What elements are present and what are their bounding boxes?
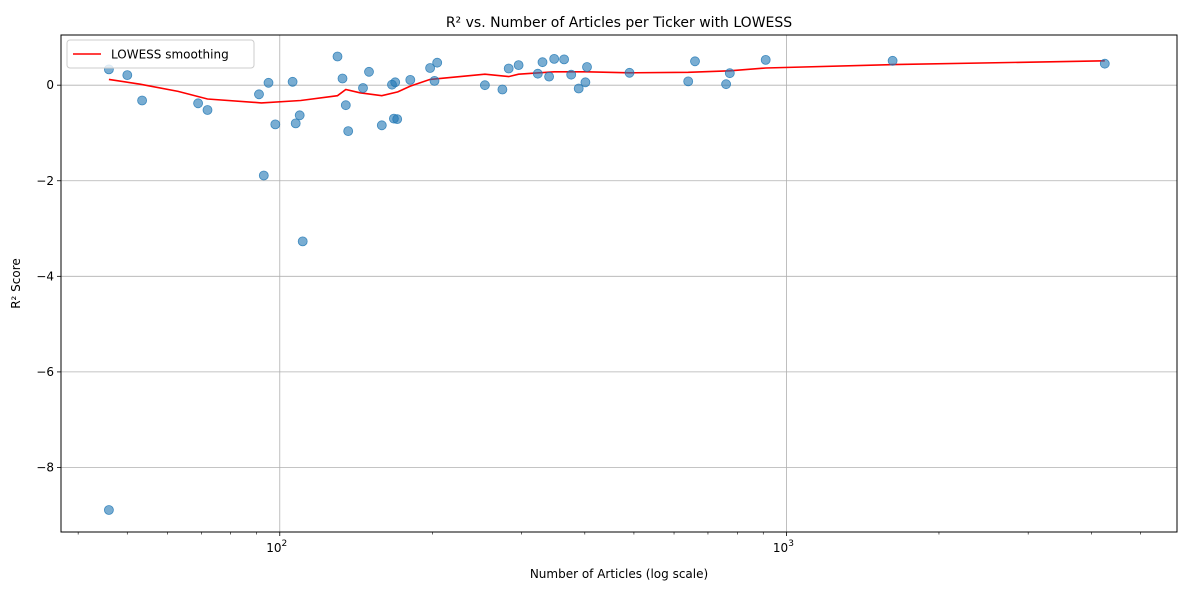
scatter-point [624,67,635,78]
y-tick-label: −6 [36,365,54,379]
scatter-point [122,70,133,80]
scatter-point [137,95,148,106]
scatter-layer [104,51,1110,515]
grid-lines [61,35,1177,532]
chart-title: R² vs. Number of Articles per Ticker wit… [446,15,792,31]
scatter-point [332,51,343,62]
scatter-point [364,66,374,77]
scatter-point [566,69,577,80]
y-tick-label: −4 [36,269,54,283]
scatter-point [429,76,440,86]
scatter-point [513,60,524,70]
scatter-point [263,77,274,88]
scatter-point [580,77,591,88]
scatter-point [1099,58,1110,69]
scatter-point [425,63,436,73]
scatter-point [432,57,443,68]
y-tick-label: 0 [46,78,54,92]
x-tick-label: 103 [773,539,794,555]
legend-box [66,39,255,69]
legend-entry-lowess: LOWESS smoothing [111,48,229,62]
scatter-point [104,505,114,515]
legend: LOWESS smoothing [66,39,255,69]
scatter-point [582,62,592,72]
scatter-point [497,84,508,95]
scatter-point [297,236,308,247]
x-axis: 102 103 [77,532,1141,555]
scatter-point [573,83,584,94]
scatter-point [343,126,354,137]
scatter-point [479,80,490,91]
scatter-point [392,114,403,124]
x-tick-label: 102 [266,539,287,555]
scatter-point [724,68,735,79]
y-axis-label: R² Score [9,258,23,309]
scatter-point [544,71,554,82]
scatter-point [559,54,569,65]
scatter-point [337,73,348,84]
scatter-point [358,83,368,93]
scatter-point [683,76,694,87]
x-axis-label: Number of Articles (log scale) [530,567,708,581]
scatter-point [258,170,269,181]
scatter-point [390,77,401,88]
scatter-point [549,54,560,64]
scatter-point [532,68,543,79]
scatter-point [340,100,351,111]
scatter-point [405,75,416,85]
scatter-point [690,56,700,67]
plot-frame [60,34,1178,533]
scatter-point [202,105,213,115]
scatter-point [760,55,771,65]
scatter-point [287,76,298,87]
y-axis: 0 −2 −4 −6 −8 [36,78,61,474]
lowess-layer [108,60,1105,104]
scatter-point [503,63,514,74]
y-tick-label: −8 [36,460,54,474]
scatter-point [537,57,548,68]
scatter-point [294,110,305,121]
scatter-point [376,120,387,131]
scatter-point [270,119,281,130]
scatter-point [193,98,204,109]
lowess-line [108,60,1105,104]
scatter-point [721,79,731,90]
scatter-point [887,55,898,66]
y-tick-label: −2 [36,174,54,188]
scatter-point [254,89,264,100]
scatter-point [290,118,301,129]
